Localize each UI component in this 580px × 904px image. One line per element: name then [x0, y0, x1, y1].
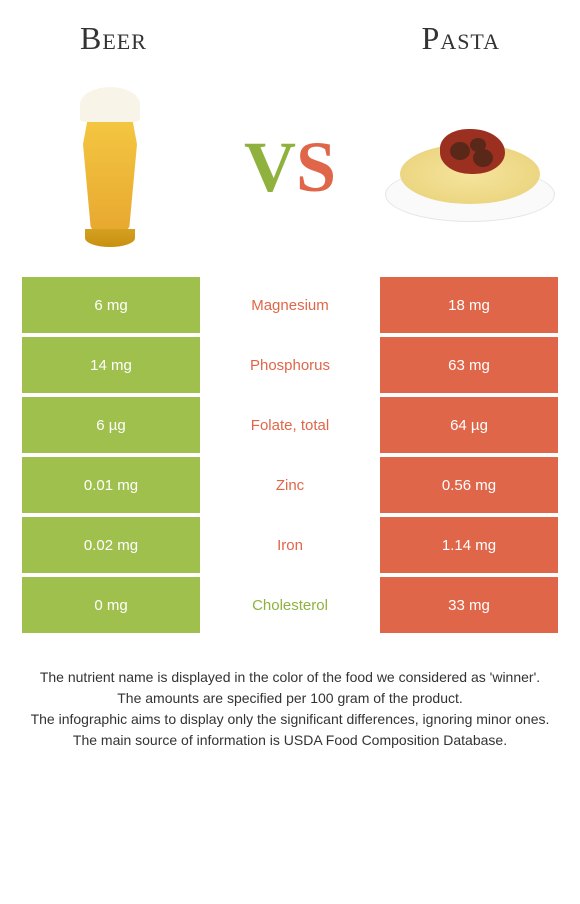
vs-s: S [296, 127, 336, 207]
cell-left-value: 0.02 mg [22, 517, 200, 573]
cell-nutrient-name: Magnesium [200, 277, 380, 333]
table-row: 0.02 mgIron1.14 mg [22, 517, 558, 573]
table-row: 14 mgPhosphorus63 mg [22, 337, 558, 393]
cell-nutrient-name: Iron [200, 517, 380, 573]
table-row: 0 mgCholesterol33 mg [22, 577, 558, 633]
cell-nutrient-name: Folate, total [200, 397, 380, 453]
footer-line: The amounts are specified per 100 gram o… [10, 688, 570, 709]
cell-right-value: 64 µg [380, 397, 558, 453]
cell-left-value: 6 µg [22, 397, 200, 453]
cell-left-value: 14 mg [22, 337, 200, 393]
pasta-image [380, 77, 560, 257]
cell-left-value: 6 mg [22, 277, 200, 333]
images-row: VS [0, 67, 580, 277]
table-row: 0.01 mgZinc0.56 mg [22, 457, 558, 513]
cell-right-value: 63 mg [380, 337, 558, 393]
title-right: Pasta [422, 20, 500, 57]
footer-line: The main source of information is USDA F… [10, 730, 570, 751]
footer-line: The infographic aims to display only the… [10, 709, 570, 730]
cell-left-value: 0 mg [22, 577, 200, 633]
nutrient-table: 6 mgMagnesium18 mg14 mgPhosphorus63 mg6 … [0, 277, 580, 633]
cell-right-value: 1.14 mg [380, 517, 558, 573]
beer-image [20, 77, 200, 257]
table-row: 6 µgFolate, total64 µg [22, 397, 558, 453]
footer-line: The nutrient name is displayed in the co… [10, 667, 570, 688]
title-left: Beer [80, 20, 147, 57]
vs-label: VS [244, 126, 336, 209]
cell-right-value: 33 mg [380, 577, 558, 633]
cell-nutrient-name: Zinc [200, 457, 380, 513]
vs-v: V [244, 127, 296, 207]
cell-right-value: 18 mg [380, 277, 558, 333]
header: Beer Pasta [0, 0, 580, 67]
cell-nutrient-name: Phosphorus [200, 337, 380, 393]
cell-right-value: 0.56 mg [380, 457, 558, 513]
cell-nutrient-name: Cholesterol [200, 577, 380, 633]
cell-left-value: 0.01 mg [22, 457, 200, 513]
table-row: 6 mgMagnesium18 mg [22, 277, 558, 333]
footer-notes: The nutrient name is displayed in the co… [0, 637, 580, 751]
